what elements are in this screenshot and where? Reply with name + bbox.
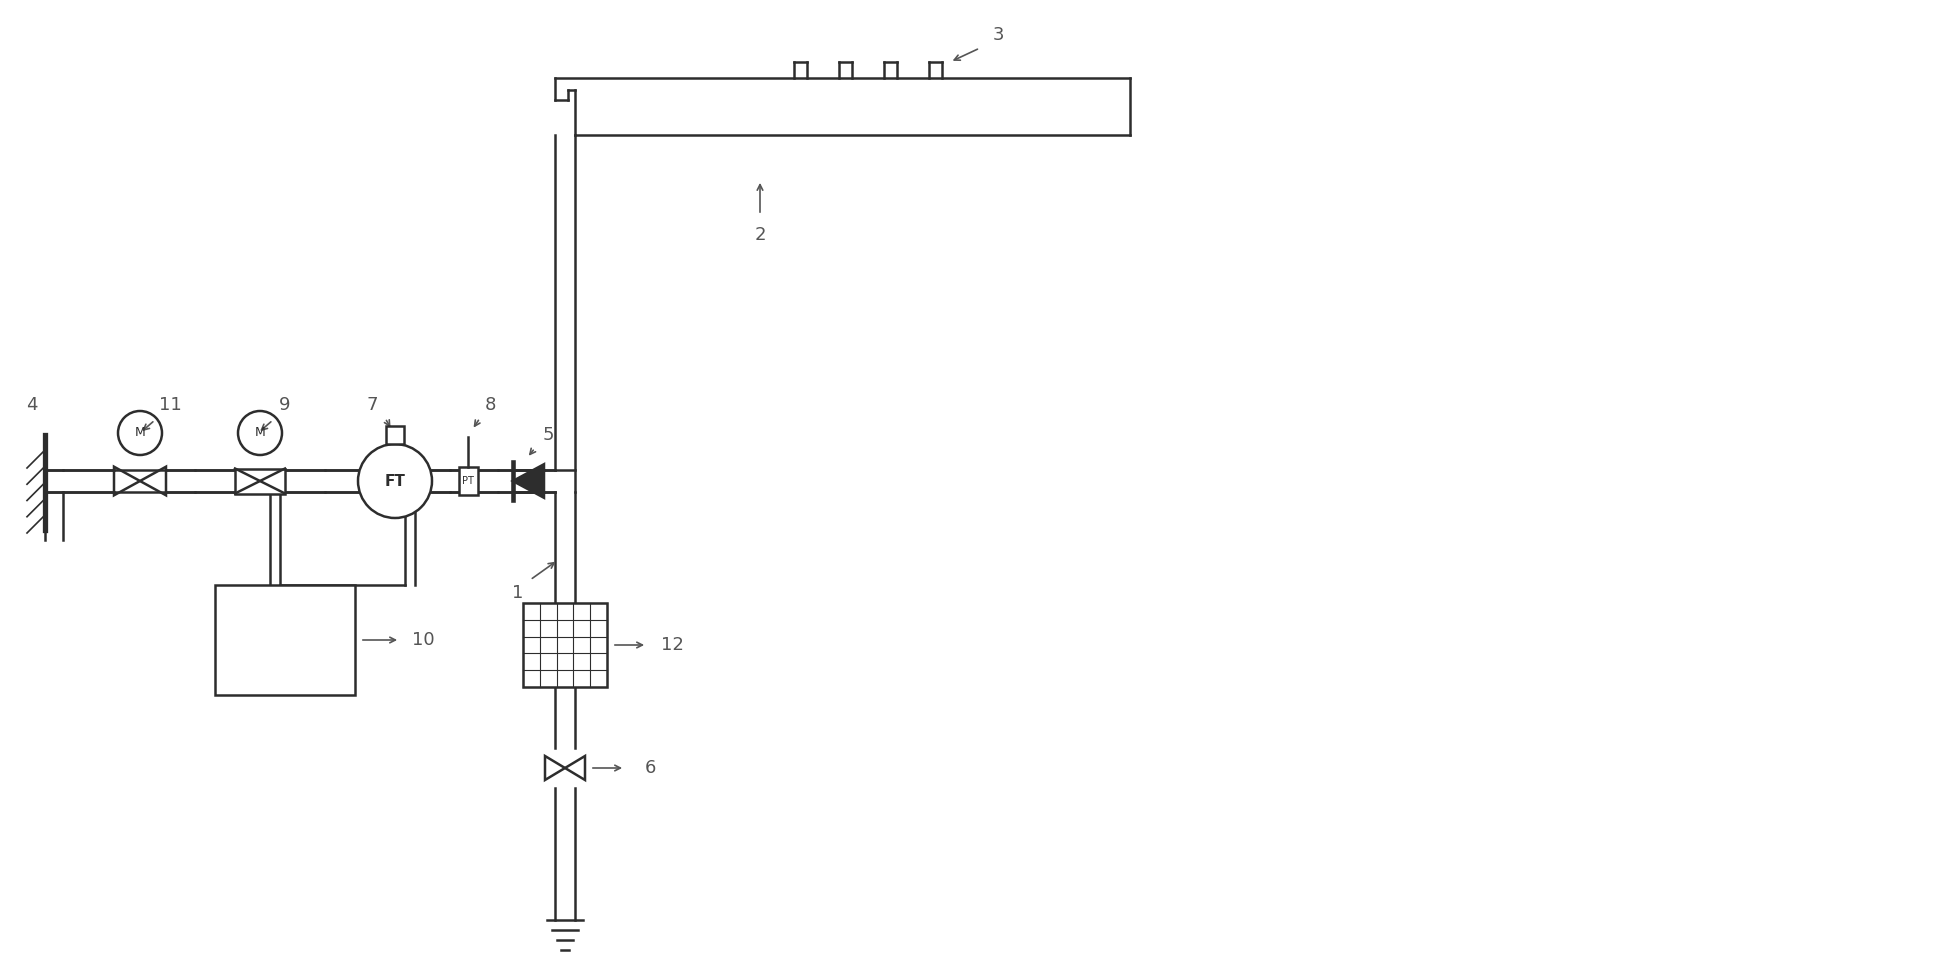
- Text: 4: 4: [27, 396, 39, 414]
- Bar: [458, 467, 478, 495]
- Text: 9: 9: [278, 396, 290, 414]
- Bar: [522, 603, 607, 687]
- Text: FT: FT: [385, 473, 406, 489]
- Bar: [215, 585, 356, 695]
- Text: 6: 6: [644, 759, 656, 777]
- Text: 2: 2: [754, 226, 766, 244]
- Text: 7: 7: [366, 396, 377, 414]
- Circle shape: [358, 444, 431, 518]
- Text: M: M: [135, 426, 145, 440]
- Text: 8: 8: [484, 396, 495, 414]
- Bar: [236, 468, 284, 493]
- Polygon shape: [513, 465, 543, 498]
- Text: PT: PT: [462, 476, 474, 486]
- Text: 5: 5: [542, 426, 553, 444]
- Text: 12: 12: [661, 636, 683, 654]
- Bar: [387, 426, 404, 444]
- Text: M: M: [255, 426, 265, 440]
- Text: 11: 11: [159, 396, 182, 414]
- Text: 10: 10: [412, 631, 435, 649]
- Text: 3: 3: [992, 26, 1004, 44]
- Text: 1: 1: [513, 584, 524, 602]
